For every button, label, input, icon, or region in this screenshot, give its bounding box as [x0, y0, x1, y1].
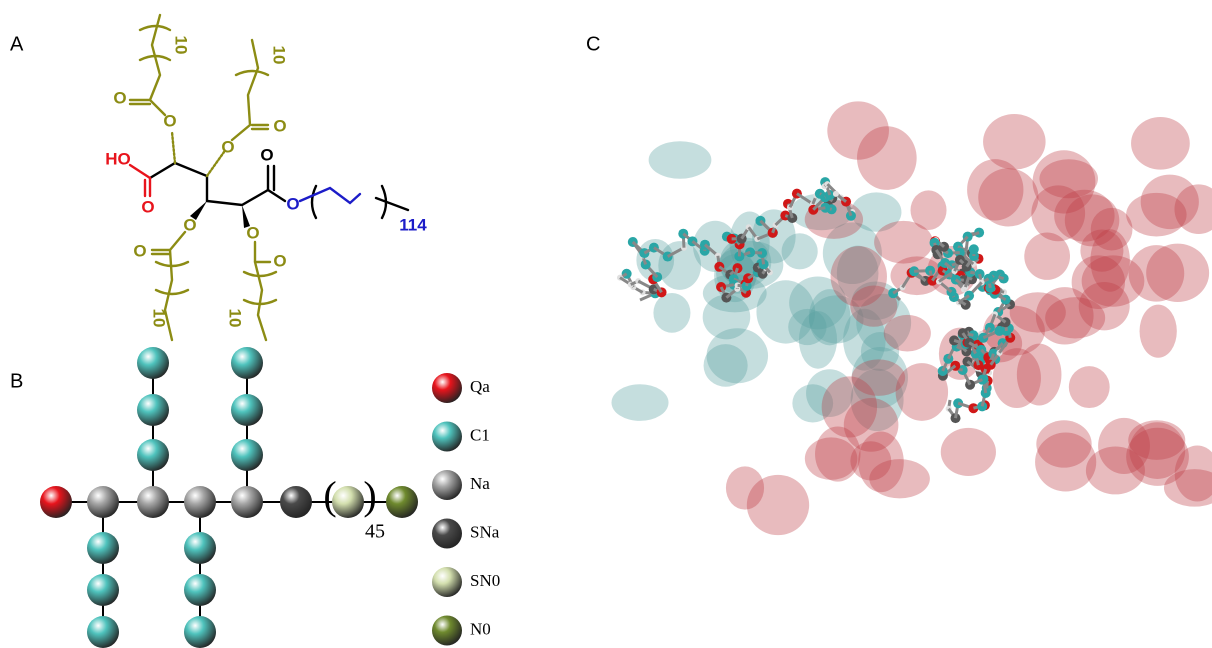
bead [137, 394, 169, 426]
bead-shell [612, 384, 669, 421]
atom-label: O [163, 111, 176, 130]
bead [40, 486, 72, 518]
legend-label: SN0 [470, 571, 500, 590]
panel-label: A [10, 33, 24, 55]
atom-label: O [260, 145, 273, 164]
bead [184, 616, 216, 648]
bond [268, 190, 285, 201]
legend-label: C1 [470, 425, 490, 444]
bead-shell [850, 441, 891, 480]
panel-label: B [10, 370, 23, 392]
bead [184, 486, 216, 518]
atom-label: O [246, 223, 259, 242]
bead-shell [884, 315, 931, 352]
bead-shell [649, 141, 712, 179]
repeat-count: 45 [365, 521, 385, 543]
legend-label: Na [470, 474, 490, 493]
bond [172, 132, 175, 163]
structure-bonds [130, 15, 408, 340]
bead-shell [1069, 366, 1110, 408]
bead [332, 486, 364, 518]
atom-label: O [133, 241, 146, 260]
bead-shell [941, 428, 996, 476]
bracket [236, 71, 268, 75]
bond [376, 198, 408, 210]
bead-shell [1090, 229, 1130, 292]
bead [231, 347, 263, 379]
repeat-count: 10 [270, 46, 289, 65]
bead-shell [1129, 245, 1185, 302]
md-snapshot [612, 101, 1212, 535]
bead [231, 486, 263, 518]
atom-label: O [273, 251, 286, 270]
repeat-count: 10 [150, 309, 169, 328]
atom [969, 244, 979, 254]
atom-label: O [273, 116, 286, 135]
bead-shell [782, 233, 818, 269]
atom-label: O [141, 197, 154, 216]
atom [994, 326, 1004, 336]
atom-label: HO [105, 149, 131, 168]
bond [255, 242, 266, 340]
bead-shell [747, 475, 809, 535]
bond [130, 165, 150, 178]
bead [137, 486, 169, 518]
bead [184, 532, 216, 564]
legend-marker [432, 519, 462, 549]
legend-marker [432, 567, 462, 597]
bead [386, 486, 418, 518]
bead-shell [827, 101, 889, 159]
legend-label: SNa [470, 522, 500, 541]
bead-shell [1131, 117, 1190, 170]
bond [150, 163, 268, 205]
bead-shell [1036, 420, 1091, 467]
bead-shell [1141, 175, 1199, 229]
legend: Qa C1 Na SNa SN0 N0 [432, 373, 500, 646]
bead [184, 574, 216, 606]
bead-shell [1010, 292, 1066, 332]
bracket [156, 290, 188, 294]
atom-label: O [113, 88, 126, 107]
bead [231, 439, 263, 471]
repeat-count: 10 [226, 309, 245, 328]
bead [231, 394, 263, 426]
atom-label: O [221, 137, 234, 156]
structure-atoms: HO O O O O O O O O O O O 114 10 10 10 10 [105, 36, 427, 328]
bead-shell [1039, 159, 1098, 198]
bead-shell [1086, 447, 1145, 495]
atom [833, 191, 839, 197]
bracket [244, 272, 276, 276]
bond [300, 188, 360, 203]
bead [280, 486, 312, 518]
legend-marker [432, 470, 462, 500]
bead [87, 616, 119, 648]
cg-model: ( ) 45 [40, 347, 418, 648]
bracket [312, 186, 316, 218]
legend-marker [432, 373, 462, 403]
bead-shell [967, 159, 1023, 220]
legend-marker [432, 422, 462, 452]
legend-label: N0 [470, 619, 491, 638]
legend-marker [432, 616, 462, 646]
legend-label: Qa [470, 377, 490, 396]
repeat-count: 10 [172, 36, 191, 55]
atom-label: O [286, 194, 299, 213]
bead-shell [1140, 305, 1177, 358]
panel-label: C [586, 33, 600, 55]
repeat-count: 114 [399, 215, 427, 234]
figure: A B C [0, 0, 1212, 648]
bead [87, 532, 119, 564]
bead [87, 486, 119, 518]
bead-shell [874, 221, 933, 264]
bead-shell [653, 293, 690, 333]
bracket: ) [363, 473, 376, 518]
bead-shell [1128, 420, 1185, 460]
bead [87, 574, 119, 606]
atom-label: O [183, 215, 196, 234]
bead [137, 439, 169, 471]
bead [137, 347, 169, 379]
bond [150, 15, 165, 115]
